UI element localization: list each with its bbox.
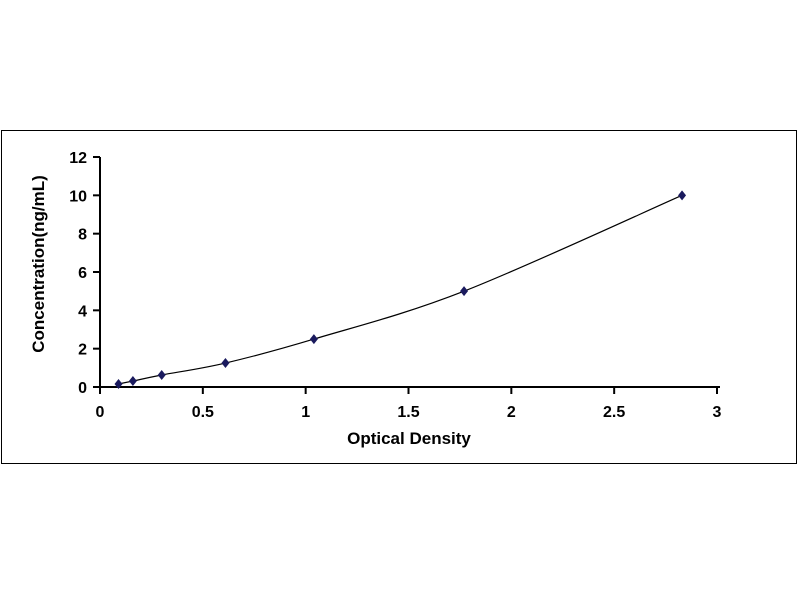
- data-point: [157, 370, 166, 381]
- x-tick-label: 1: [301, 404, 310, 421]
- data-point: [460, 286, 469, 297]
- y-tick-label: 8: [78, 227, 87, 244]
- x-tick-label: 0: [96, 404, 105, 421]
- y-tick-label: 6: [78, 265, 87, 282]
- x-axis-label: Optical Density: [347, 429, 471, 448]
- x-tick-label: 2: [507, 404, 516, 421]
- data-point: [678, 190, 687, 201]
- y-tick-label: 10: [69, 188, 87, 205]
- x-tick-label: 1.5: [397, 404, 419, 421]
- x-tick-label: 0.5: [192, 404, 214, 421]
- y-tick-label: 0: [78, 380, 87, 397]
- data-point: [221, 358, 230, 369]
- y-tick-label: 4: [78, 303, 87, 320]
- trend-curve: [118, 194, 683, 385]
- data-point: [114, 379, 123, 390]
- y-tick-label: 2: [78, 342, 87, 359]
- data-point: [128, 376, 137, 387]
- x-tick-label: 3: [713, 404, 722, 421]
- data-point: [309, 334, 318, 345]
- chart-frame: [1, 130, 797, 464]
- x-tick-label: 2.5: [603, 404, 625, 421]
- y-axis-label: Concentration(ng/mL): [29, 175, 48, 353]
- y-tick-label: 12: [69, 150, 87, 167]
